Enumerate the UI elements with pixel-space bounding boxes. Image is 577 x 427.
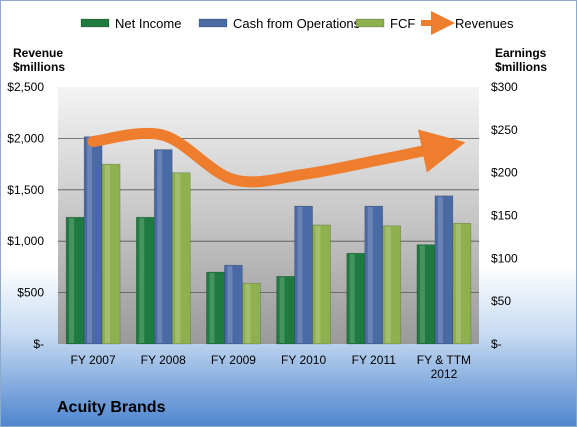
x-category-label: FY 2010 xyxy=(281,353,326,367)
legend-label: Cash from Operations xyxy=(233,16,361,31)
bar-highlight xyxy=(437,196,443,343)
y-right-axis-title: Earnings xyxy=(495,46,547,60)
x-category-label: FY 2009 xyxy=(211,353,256,367)
bar-cash-from-operations xyxy=(83,136,103,345)
bar-highlight xyxy=(139,218,145,343)
bar-highlight xyxy=(209,273,215,343)
bar-fcf xyxy=(242,282,261,345)
y-left-tick-label: $500 xyxy=(17,286,44,300)
bar-highlight xyxy=(245,284,251,343)
bar-highlight xyxy=(297,207,303,343)
bar-net-income xyxy=(416,244,436,345)
bar-highlight xyxy=(385,226,391,343)
legend-label: Net Income xyxy=(115,16,181,31)
x-category-label: FY & TTM xyxy=(417,353,471,367)
y-right-tick-label: $50 xyxy=(491,294,511,308)
y-right-axis-title: $millions xyxy=(495,60,547,74)
bar-net-income xyxy=(206,271,225,345)
bar-highlight xyxy=(455,224,461,343)
bar-highlight xyxy=(279,277,285,343)
bar-highlight xyxy=(157,150,163,343)
bar-cash-from-operations xyxy=(434,195,454,345)
bar-net-income xyxy=(65,216,85,345)
bar-fcf xyxy=(101,163,121,345)
legend-swatch-net_income xyxy=(80,18,110,28)
bar-cash-from-operations xyxy=(224,264,243,345)
company-title: Acuity Brands xyxy=(57,399,166,416)
bar-fcf xyxy=(452,222,472,345)
y-right-tick-label: $100 xyxy=(491,251,518,265)
bar-cash-from-operations xyxy=(364,205,384,345)
y-left-tick-label: $2,000 xyxy=(7,131,44,145)
y-left-axis-title: $millions xyxy=(13,60,65,74)
bar-net-income xyxy=(135,216,155,345)
y-left-tick-label: $2,500 xyxy=(7,80,44,94)
bar-highlight xyxy=(419,245,425,343)
y-left-axis-title: Revenue xyxy=(13,46,63,60)
bar-highlight xyxy=(175,173,181,343)
x-category-label: 2012 xyxy=(431,367,458,381)
bar-highlight xyxy=(105,165,111,343)
y-right-tick-label: $150 xyxy=(491,209,518,223)
y-left-tick-label: $- xyxy=(33,337,44,351)
bar-highlight xyxy=(87,137,93,343)
y-left-tick-label: $1,500 xyxy=(7,183,44,197)
plot-area xyxy=(58,87,479,344)
bar-fcf xyxy=(171,172,191,345)
bar-highlight xyxy=(315,225,321,343)
bar-highlight xyxy=(69,218,75,343)
bar-highlight xyxy=(349,254,355,343)
legend-label: FCF xyxy=(390,16,415,31)
bar-highlight xyxy=(227,266,233,343)
bar-fcf xyxy=(382,225,402,345)
y-left-tick-label: $1,000 xyxy=(7,234,44,248)
x-category-label: FY 2011 xyxy=(352,353,397,367)
legend-swatch-cfo xyxy=(198,18,228,28)
x-category-label: FY 2007 xyxy=(71,353,116,367)
bar-cash-from-operations xyxy=(153,149,173,345)
revenue-line xyxy=(87,127,466,188)
y-right-tick-label: $300 xyxy=(491,80,518,94)
y-right-tick-label: $250 xyxy=(491,123,518,137)
x-axis: FY 2007 FY 2008 FY 2009 FY 2010 FY 2011 FY & … xyxy=(71,353,472,381)
bar-net-income xyxy=(346,252,366,345)
y-axis-right: $- $50 $100 $150 $200 $250 $300 xyxy=(491,80,518,351)
legend-swatch-fcf xyxy=(355,18,385,28)
y-axis-left: $- $500 $1,000 $1,500 $2,000 $2,500 xyxy=(7,80,44,351)
legend-label: Revenues xyxy=(455,16,514,31)
bars xyxy=(65,136,472,345)
bar-highlight xyxy=(367,207,373,343)
revenue-arrow-line xyxy=(87,127,466,188)
bar-net-income xyxy=(276,276,295,345)
legend: Net Income Cash from Operations FCF Revenue… xyxy=(80,11,514,35)
y-right-tick-label: $- xyxy=(491,337,502,351)
y-right-tick-label: $200 xyxy=(491,166,518,180)
bar-fcf xyxy=(312,224,331,345)
bar-cash-from-operations xyxy=(294,205,313,345)
x-category-label: FY 2008 xyxy=(141,353,186,367)
